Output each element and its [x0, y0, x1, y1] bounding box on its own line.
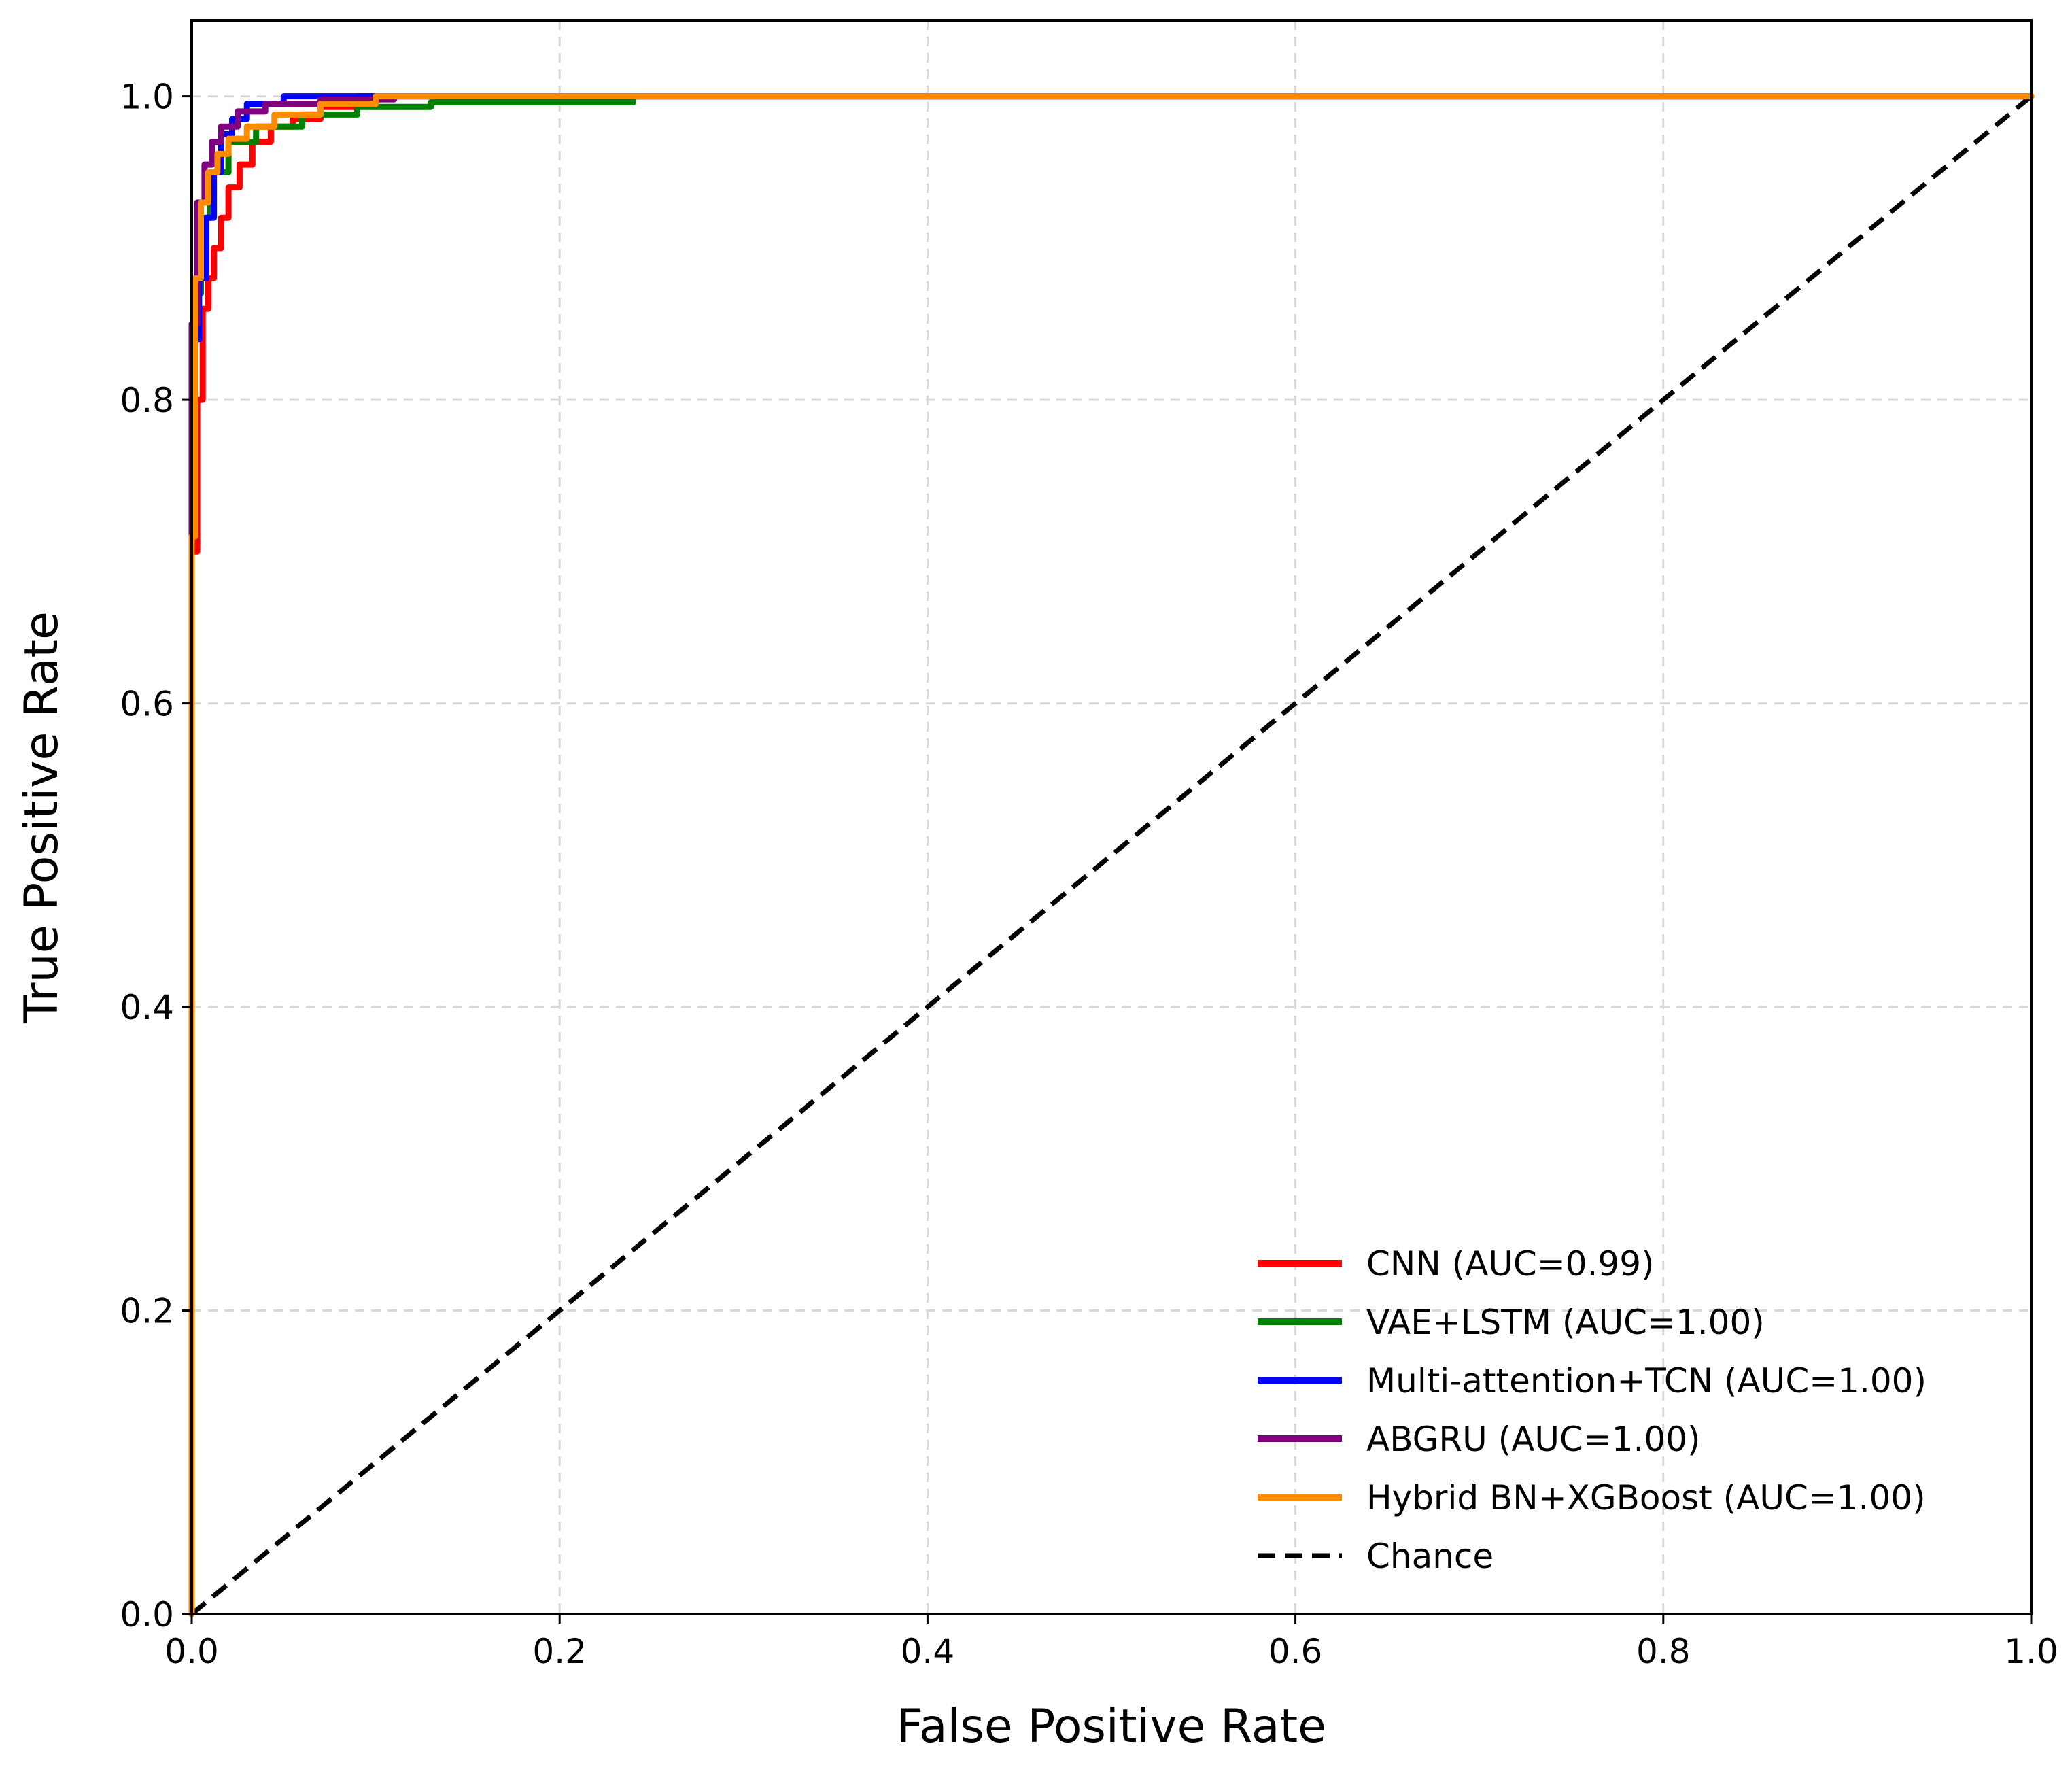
legend-label: Hybrid BN+XGBoost (AUC=1.00)	[1366, 1478, 1926, 1518]
legend-label: CNN (AUC=0.99)	[1366, 1244, 1655, 1284]
x-tick-label: 0.6	[1268, 1632, 1323, 1671]
series-line-4	[188, 93, 2035, 1617]
legend-label: ABGRU (AUC=1.00)	[1366, 1420, 1701, 1459]
chance-line	[190, 94, 2033, 1616]
legend: CNN (AUC=0.99) VAE+LSTM (AUC=1.00) Multi-a…	[1258, 1244, 1927, 1576]
x-tick-label: 0.0	[165, 1632, 219, 1671]
y-tick-label: 0.0	[120, 1595, 174, 1634]
x-tick-label: 1.0	[2004, 1632, 2058, 1671]
y-tick-label: 0.6	[120, 685, 174, 724]
series-layer	[188, 93, 2035, 1617]
y-tick-label: 0.8	[120, 381, 174, 420]
x-tick-label: 0.8	[1636, 1632, 1691, 1671]
ticks: 0.0 0.2 0.4 0.6 0.8 1.0 0.0 0.2 0.4 0.6 0.8 1.0	[120, 78, 2058, 1671]
legend-label: Multi-attention+TCN (AUC=1.00)	[1366, 1361, 1927, 1401]
legend-label: Chance	[1366, 1537, 1493, 1576]
series-line-3	[188, 93, 2035, 1617]
y-tick-label: 0.4	[120, 988, 174, 1027]
x-tick-label: 0.4	[901, 1632, 955, 1671]
plot-frame	[190, 19, 2033, 1615]
y-axis-label: True Positive Rate	[15, 611, 69, 1024]
chance-line-layer	[190, 94, 2033, 1616]
y-tick-label: 0.2	[120, 1292, 174, 1331]
legend-label: VAE+LSTM (AUC=1.00)	[1366, 1303, 1765, 1342]
x-tick-label: 0.2	[532, 1632, 587, 1671]
y-tick-label: 1.0	[120, 78, 174, 117]
series-line-0	[188, 93, 2035, 1617]
x-axis-label: False Positive Rate	[897, 1700, 1326, 1753]
